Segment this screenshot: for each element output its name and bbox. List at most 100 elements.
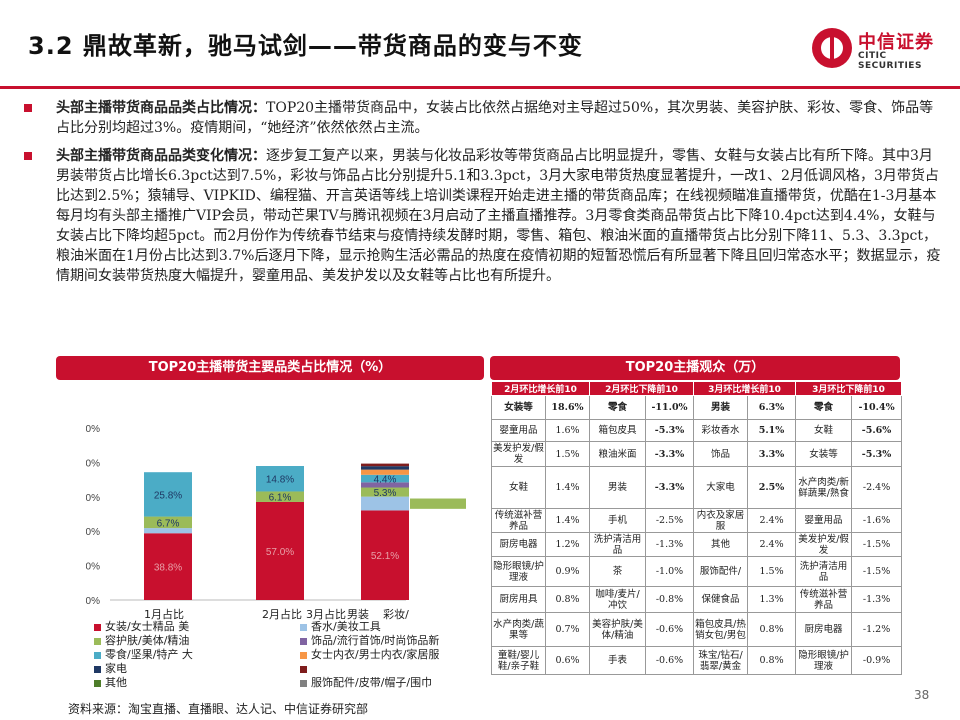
header-divider xyxy=(0,86,960,89)
table-cell: 女鞋 xyxy=(795,419,853,442)
bar-segment xyxy=(144,516,192,529)
source-note: 资料来源：淘宝直播、直播眼、达人记、中信证券研究部 xyxy=(68,702,369,716)
table-row: 女鞋 1.4% 男装 -3.3% 大家电 2.5% 水产肉类/新鲜蔬果/熟食 -2.4% xyxy=(491,466,903,509)
legend-swatch xyxy=(300,637,307,645)
legend-item: 服饰配件/皮带/帽子/围巾 xyxy=(300,676,432,690)
bullet-item: 头部主播带货商品品类占比情况：TOP20主播带货商品中，女装占比依然占据绝对主导… xyxy=(22,98,942,138)
table-cell: 箱包皮具 xyxy=(589,419,647,442)
table-row: 女装等 18.6% 零食 -11.0% 男装 6.3% 零食 -10.4% xyxy=(491,395,903,420)
legend-item: 家电 xyxy=(94,662,127,676)
table-cell: 保健食品 xyxy=(693,586,749,613)
legend-label: 其他 xyxy=(105,676,127,689)
table-cell: 1.4% xyxy=(544,466,591,509)
legend-item: 容护肤/美体/精油 xyxy=(94,634,189,648)
table-cell: -2.4% xyxy=(851,466,903,509)
data-label: 38.8% xyxy=(154,563,182,574)
table-cell: -10.4% xyxy=(851,395,903,420)
table-cell: 0.8% xyxy=(544,586,591,613)
legend-item: 香水/美妆工具 xyxy=(300,620,381,634)
data-label: 5.3% xyxy=(374,488,397,499)
table-cell: 零食 xyxy=(795,395,853,420)
legend-item: 女士内衣/男士内衣/家居服 xyxy=(300,648,439,662)
table-cell: 手表 xyxy=(589,646,647,675)
table-cell: -1.3% xyxy=(645,532,695,557)
logo-text-cn: 中信证券 xyxy=(858,32,934,53)
table-cell: 手机 xyxy=(589,508,647,533)
table-cell: 隐形眼镜/护理液 xyxy=(491,556,546,587)
bar-segment xyxy=(361,487,409,497)
table-cell: -0.6% xyxy=(645,646,695,675)
page-number: 38 xyxy=(914,688,930,702)
legend-label: 服饰配件/皮带/帽子/围巾 xyxy=(311,676,433,689)
bar-segment xyxy=(256,491,304,502)
table-cell: 洗护清洁用品 xyxy=(589,532,647,557)
table-cell: 1.4% xyxy=(544,508,591,533)
x-tick-label: 彩妆/ xyxy=(383,608,409,621)
page-title: 3.2 鼎故革新，驰马试剑——带货商品的变与不变 xyxy=(28,32,583,60)
legend-swatch xyxy=(300,679,307,687)
stacked-bar-chart: 0.0% 20.0% 40.0% 60.0% 80.0% 100.0% 38.8% 6.7% 2… xyxy=(66,388,474,700)
legend-item: 其他 xyxy=(94,676,127,690)
data-label: 4.4% xyxy=(374,475,397,486)
table-cell: 2.5% xyxy=(747,466,797,509)
bar-segment xyxy=(256,501,304,600)
table-cell: 大家电 xyxy=(693,466,749,509)
table-cell: 1.5% xyxy=(747,556,797,587)
legend-swatch xyxy=(300,651,307,659)
table-cell: 厨房用具 xyxy=(491,586,546,613)
table-cell: -1.2% xyxy=(851,612,903,647)
table-row: 隐形眼镜/护理液 0.9% 茶 -1.0% 服饰配件/1.5% 洗护清洁用品 -1.5% xyxy=(491,556,903,587)
table-cell: -3.3% xyxy=(645,441,695,467)
table-header-cell: 2月环比下降前10 xyxy=(589,381,695,396)
bar-segment xyxy=(144,528,192,534)
table-cell: 内衣及家居服 xyxy=(693,508,749,533)
table-cell: 茶 xyxy=(589,556,647,587)
table-cell: 1.2% xyxy=(544,532,591,557)
table-cell: 童鞋/婴儿鞋/亲子鞋 xyxy=(491,646,546,675)
table-cell: -1.6% xyxy=(851,508,903,533)
bar-segment xyxy=(144,472,192,517)
legend-item: 女装/女士精品 美 xyxy=(94,620,189,634)
bullet-lead: 头部主播带货商品品类占比情况： xyxy=(56,100,266,116)
table-row: 美发护发/假发 1.5% 粮油米面 -3.3% 饰品 3.3% 女装等 -5.3% xyxy=(491,441,903,467)
ranking-table: 2月环比增长前10 2月环比下降前10 3月环比增长前10 3月环比下降前10 女装等… xyxy=(490,381,903,675)
legend-swatch xyxy=(94,679,101,687)
bar-segment xyxy=(361,510,409,600)
table-cell: -1.3% xyxy=(851,586,903,613)
table-header-cell: 2月环比增长前10 xyxy=(490,381,591,396)
x-tick-label: 3月占比 xyxy=(306,607,346,621)
table-row: 童鞋/婴儿鞋/亲子鞋 0.6% 手表 -0.6% 珠宝/钻石/翡翠/黄金 0.8% 隐形眼镜… xyxy=(491,646,903,675)
table-row: 厨房用具 0.8% 咖啡/麦片/冲饮 -0.8% 保健食品 1.3% 传统滋补营养品 -1.3… xyxy=(491,586,903,613)
table-cell: 女鞋 xyxy=(491,466,546,509)
table-cell: -2.5% xyxy=(645,508,695,533)
y-tick-label: 60.0% xyxy=(86,493,100,504)
citic-logo-icon xyxy=(812,28,852,68)
table-cell: 18.6% xyxy=(544,395,591,420)
data-label: 6.1% xyxy=(269,493,292,504)
table-cell: 1.3% xyxy=(747,586,797,613)
legend-label: 女装/女士精品 美 xyxy=(105,620,190,633)
table-cell: 0.9% xyxy=(544,556,591,587)
table-cell: 厨房电器 xyxy=(491,532,546,557)
x-tick-label: 男装 xyxy=(347,608,369,621)
y-tick-label: 100.0% xyxy=(86,424,100,435)
table-cell: 珠宝/钻石/翡翠/黄金 xyxy=(693,646,749,675)
data-label: 52.1% xyxy=(371,551,399,562)
bar-segment xyxy=(361,466,409,470)
x-tick-label: 1月占比 xyxy=(144,607,184,621)
table-cell: 5.1% xyxy=(747,419,797,442)
table-cell: 婴童用品 xyxy=(795,508,853,533)
legend-label: 饰品/流行首饰/时尚饰品新 xyxy=(311,634,440,647)
logo-text-en: CITIC SECURITIES xyxy=(858,51,922,71)
y-tick-label: 80.0% xyxy=(86,458,100,469)
table-row: 婴童用品 1.6% 箱包皮具 -5.3% 彩妆香水 5.1% 女鞋 -5.6% xyxy=(491,419,903,442)
table-cell: 男装 xyxy=(589,466,647,509)
table-heading: TOP20主播观众（万） xyxy=(490,356,900,380)
chart-svg: 0.0% 20.0% 40.0% 60.0% 80.0% 100.0% 38.8% 6.7% 2… xyxy=(66,424,466,621)
table-cell: 美发护发/假发 xyxy=(491,441,546,467)
bar-segment xyxy=(361,482,409,488)
table-cell: 0.8% xyxy=(747,612,797,647)
bullet-text: 逐步复工复产以来，男装与化妆品彩妆等带货商品占比明显提升，零售、女鞋与女装占比有… xyxy=(56,148,941,284)
table-cell: 美容护肤/美体/精油 xyxy=(589,612,647,647)
bullet-list: 头部主播带货商品品类占比情况：TOP20主播带货商品中，女装占比依然占据绝对主导… xyxy=(22,98,942,294)
